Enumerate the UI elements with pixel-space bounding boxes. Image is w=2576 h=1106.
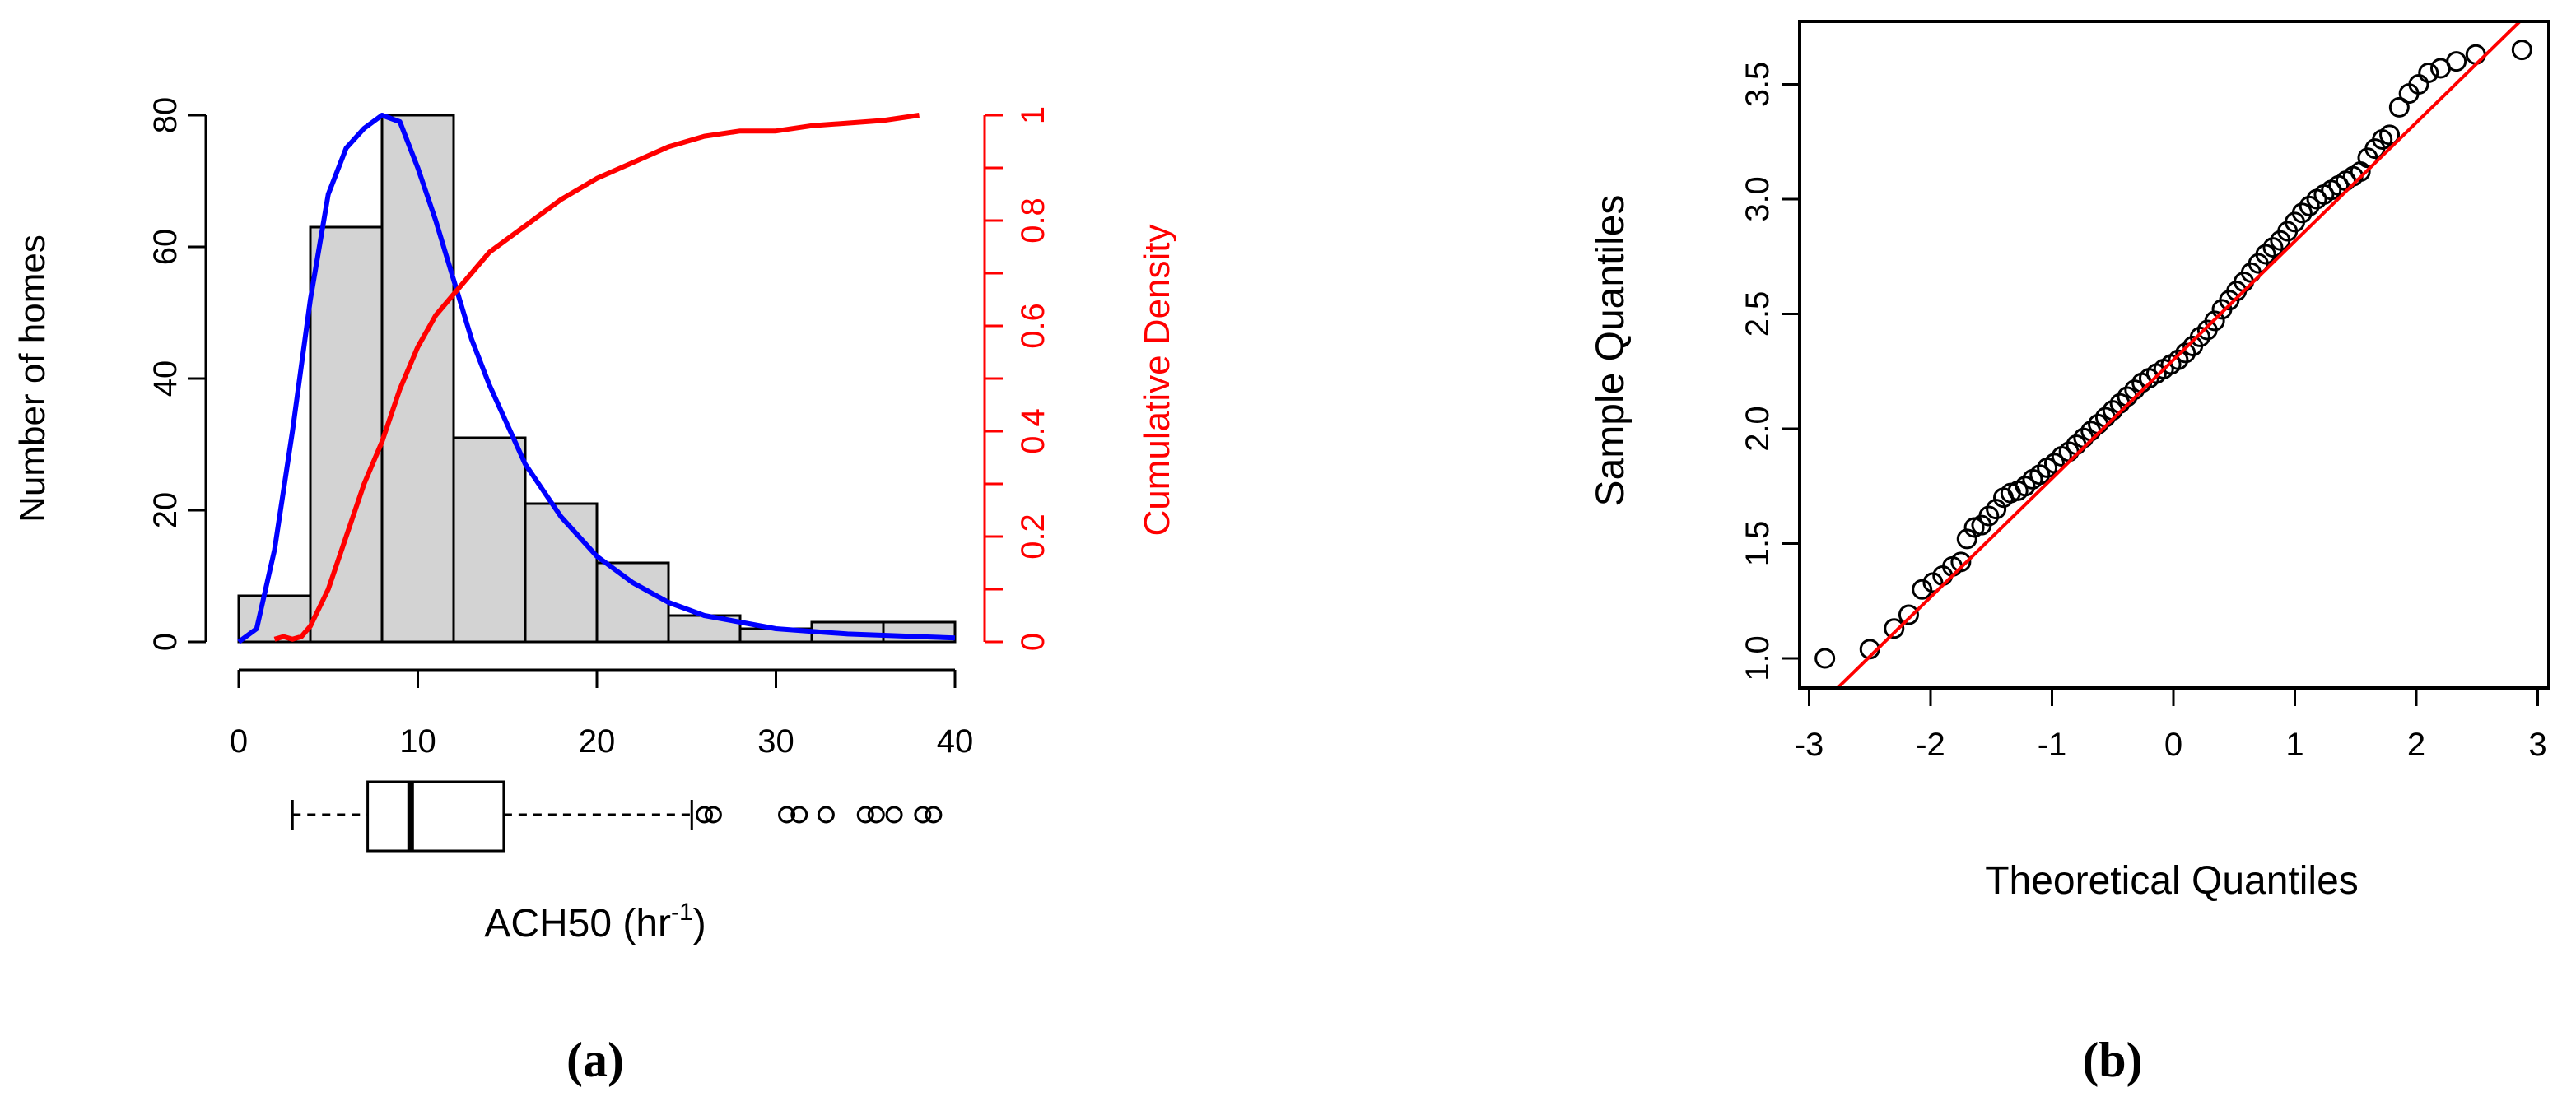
right-tick-label-1: 0.2 [1015, 514, 1051, 560]
qq-point-39 [2175, 342, 2196, 364]
right-y-axis-label: Cumulative Density [1137, 224, 1177, 536]
qq-y-axis: 1.0 1.5 2.0 2.5 3.0 3.5 [1740, 62, 1800, 681]
boxplot-outlier-2 [778, 806, 796, 824]
qq-x-tick-label-4: 1 [2285, 727, 2303, 763]
qq-point-9 [1956, 528, 1977, 550]
qq-point-12 [1978, 505, 2000, 527]
panel-label-a: (a) [566, 1033, 624, 1087]
qq-point-4 [1912, 579, 1933, 600]
qq-y-tick-label-4: 3.0 [1740, 176, 1776, 222]
qq-point-68 [2388, 96, 2410, 118]
pdf-curve-group [237, 113, 956, 644]
x-axis-label-main: ACH50 (hr [484, 902, 671, 946]
x-axis-label-sup: -1 [671, 899, 693, 926]
right-tick-label-0: 0 [1015, 633, 1051, 651]
right-tick-label-5: 1 [1015, 106, 1051, 124]
qq-x-axis-label: Theoretical Quantiles [1985, 859, 2359, 903]
left-tick-label-2: 40 [147, 360, 184, 397]
qq-y-tick-label-2: 2.0 [1740, 406, 1776, 452]
left-y-axis-label: Number of homes [12, 235, 53, 523]
qq-reference-line [1837, 23, 2521, 686]
qq-x-tick-label-3: 0 [2164, 727, 2182, 763]
x-axis-label: ACH50 (hr-1) [484, 899, 706, 946]
qq-point-56 [2299, 195, 2320, 216]
qq-reference-line-group [1837, 23, 2521, 686]
boxplot-outlier-1 [704, 806, 722, 824]
left-tick-label-3: 60 [147, 229, 184, 266]
right-y-axis: 0 0.2 0.4 0.6 0.8 1 [983, 106, 1051, 651]
left-tick-label-4: 80 [147, 97, 184, 134]
right-tick-label-4: 0.8 [1015, 198, 1051, 244]
qq-x-tick-label-1: -2 [1916, 727, 1945, 763]
qq-point-74 [2465, 44, 2486, 65]
qq-y-tick-label-1: 1.5 [1740, 521, 1776, 567]
qq-point-19 [2029, 464, 2051, 486]
left-tick-label-0: 0 [147, 633, 184, 651]
histogram-bar-1 [309, 225, 384, 644]
boxplot-outlier-3 [790, 806, 808, 824]
qq-point-71 [2418, 63, 2439, 84]
qq-point-3 [1898, 604, 1919, 625]
x-tick-label-4: 40 [937, 723, 974, 760]
panel-b-qq-plot: 1.0 1.5 2.0 2.5 3.0 3.5 -3 -2 -1 0 1 2 3 Sample Qua… [1589, 20, 2550, 1087]
histogram-bar-4 [524, 502, 599, 644]
left-tick-label-1: 20 [147, 492, 184, 529]
right-tick-label-3: 0.6 [1015, 303, 1051, 349]
x-tick-label-0: 0 [230, 723, 248, 760]
boxplot-outlier-8 [914, 806, 932, 824]
qq-point-2 [1884, 618, 1905, 639]
qq-point-73 [2446, 51, 2467, 72]
qq-point-38 [2168, 349, 2189, 370]
qq-x-axis: -3 -2 -1 0 1 2 3 [1795, 688, 2547, 763]
boxplot-outlier-5 [856, 806, 874, 824]
qq-x-tick-label-6: 3 [2528, 727, 2546, 763]
qq-point-41 [2189, 326, 2210, 347]
x-axis-label-tail: ) [693, 902, 706, 946]
histogram-bar-5 [595, 561, 670, 644]
pdf-curve [237, 113, 956, 644]
qq-point-43 [2204, 310, 2225, 332]
qq-point-51 [2262, 237, 2284, 258]
boxplot [291, 780, 943, 853]
qq-point-8 [1950, 551, 1972, 573]
qq-point-67 [2379, 124, 2401, 146]
qq-point-17 [2015, 476, 2036, 497]
qq-point-13 [1986, 499, 2007, 520]
boxplot-outlier-9 [925, 806, 943, 824]
histogram-bars [237, 114, 957, 644]
boxplot-outlier-6 [867, 806, 885, 824]
x-tick-label-2: 20 [579, 723, 616, 760]
qq-point-21 [2043, 453, 2065, 474]
qq-x-tick-label-5: 2 [2407, 727, 2425, 763]
qq-y-tick-label-3: 2.5 [1740, 291, 1776, 337]
left-y-axis: 0 20 40 60 80 [147, 97, 207, 651]
qq-x-tick-label-0: -3 [1795, 727, 1824, 763]
qq-y-tick-label-5: 3.5 [1740, 62, 1776, 108]
x-tick-label-3: 30 [757, 723, 794, 760]
histogram-bar-3 [452, 436, 527, 644]
x-tick-label-1: 10 [399, 723, 436, 760]
panel-a-histogram: 0 20 40 60 80 0 0.2 0.4 0.6 0.8 1 0 10 20 30 40 Numbe… [12, 97, 1177, 1087]
qq-point-55 [2291, 202, 2313, 224]
panel-label-b: (b) [2082, 1033, 2142, 1087]
qq-points [1814, 40, 2532, 669]
qq-point-50 [2255, 244, 2276, 265]
qq-y-axis-label: Sample Quantiles [1589, 195, 1633, 507]
boxplot-outlier-0 [696, 806, 713, 824]
qq-y-tick-label-0: 1.0 [1740, 635, 1776, 681]
boxplot-outlier-4 [817, 806, 835, 824]
qq-x-tick-label-2: -1 [2038, 727, 2067, 763]
qq-point-0 [1814, 648, 1836, 669]
histogram-bar-2 [380, 114, 455, 644]
cdf-curve [273, 113, 920, 642]
x-axis: 0 10 20 30 40 [230, 668, 974, 760]
right-tick-label-2: 0.4 [1015, 408, 1051, 454]
qq-point-75 [2511, 40, 2532, 61]
box-iqr [366, 780, 505, 853]
boxplot-outlier-7 [885, 806, 903, 824]
cdf-curve-group [273, 113, 920, 642]
